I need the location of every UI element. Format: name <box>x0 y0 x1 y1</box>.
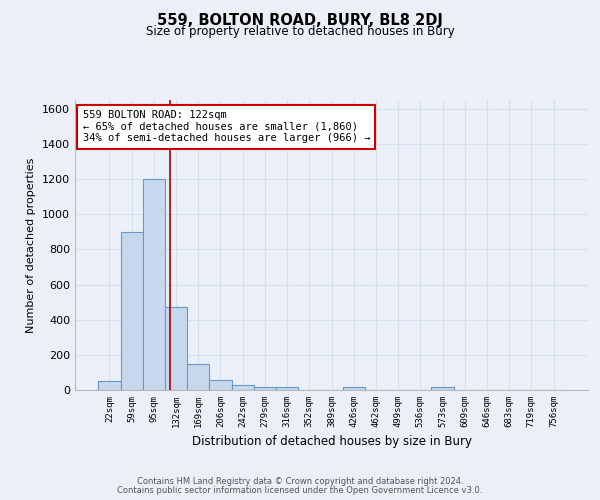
Bar <box>143 179 165 390</box>
Text: 559, BOLTON ROAD, BURY, BL8 2DJ: 559, BOLTON ROAD, BURY, BL8 2DJ <box>157 12 443 28</box>
Bar <box>254 388 276 390</box>
Bar <box>343 388 365 390</box>
Bar <box>121 232 143 390</box>
Text: Contains public sector information licensed under the Open Government Licence v3: Contains public sector information licen… <box>118 486 482 495</box>
Bar <box>232 384 254 390</box>
Bar <box>209 380 232 390</box>
Y-axis label: Number of detached properties: Number of detached properties <box>26 158 37 332</box>
Text: Contains HM Land Registry data © Crown copyright and database right 2024.: Contains HM Land Registry data © Crown c… <box>137 477 463 486</box>
Bar <box>431 388 454 390</box>
X-axis label: Distribution of detached houses by size in Bury: Distribution of detached houses by size … <box>191 436 472 448</box>
Bar <box>276 388 298 390</box>
Bar <box>187 364 209 390</box>
Text: Size of property relative to detached houses in Bury: Size of property relative to detached ho… <box>146 25 454 38</box>
Text: 559 BOLTON ROAD: 122sqm
← 65% of detached houses are smaller (1,860)
34% of semi: 559 BOLTON ROAD: 122sqm ← 65% of detache… <box>83 110 370 144</box>
Bar <box>165 308 187 390</box>
Bar <box>98 381 121 390</box>
